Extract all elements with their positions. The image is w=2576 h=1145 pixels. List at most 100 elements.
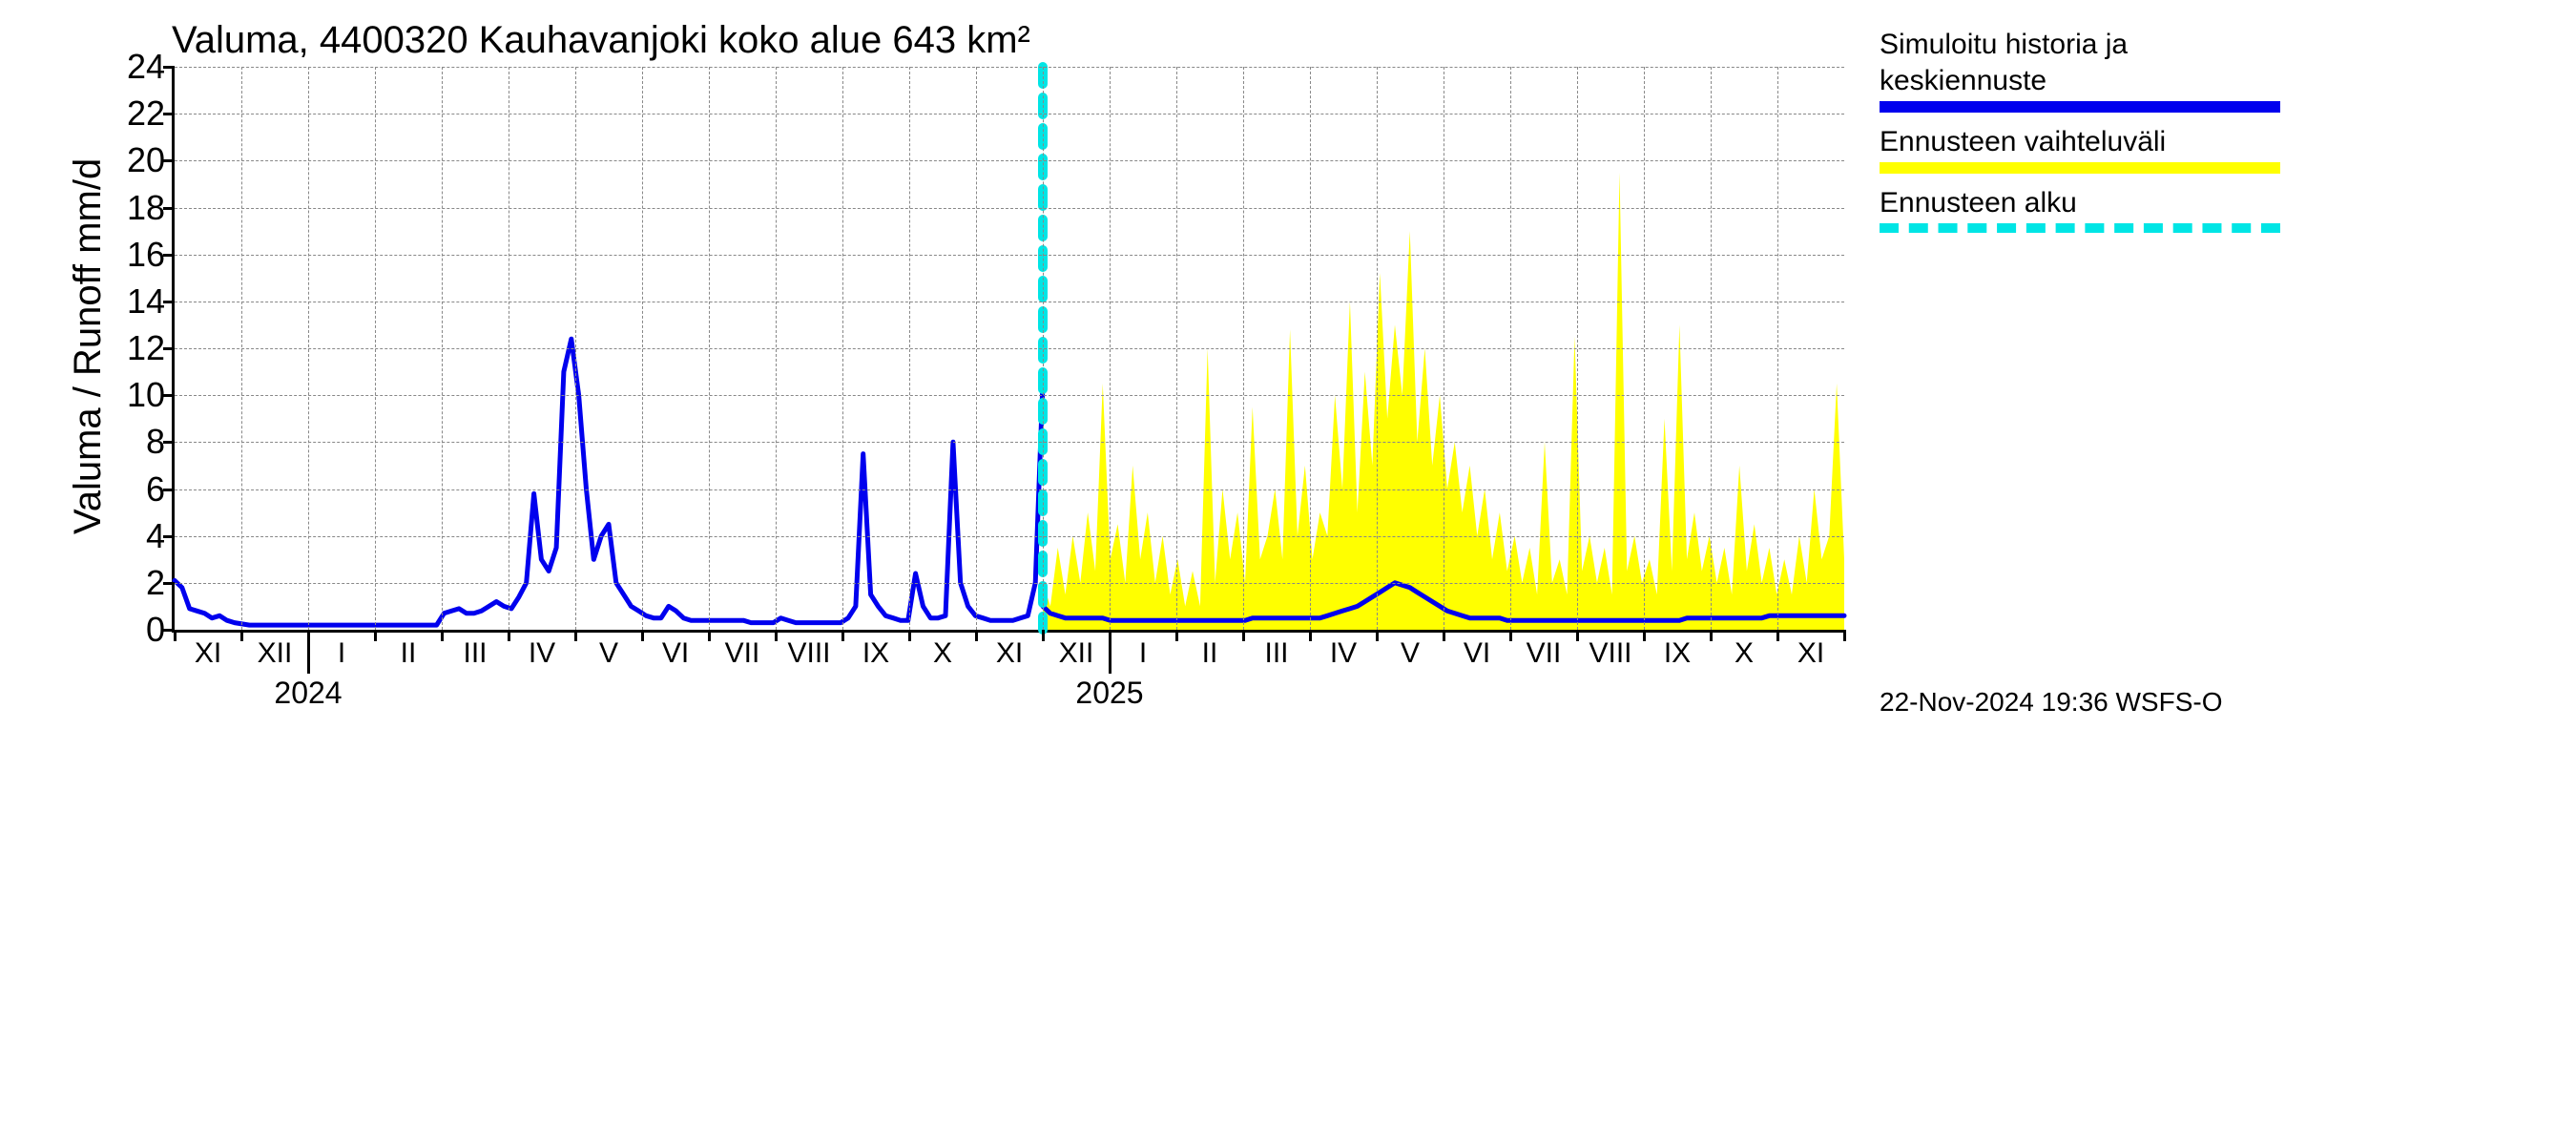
legend-swatch <box>1880 223 2280 233</box>
x-month-label: V <box>1401 637 1420 670</box>
gridline-vertical <box>1310 67 1311 630</box>
year-tick-mark <box>1109 630 1111 674</box>
y-tick-label: 10 <box>127 375 165 415</box>
x-month-label: III <box>1264 637 1288 670</box>
gridline-vertical <box>1377 67 1378 630</box>
gridline-vertical <box>375 67 376 630</box>
x-month-label: VI <box>1464 637 1490 670</box>
x-tick-mark <box>641 630 644 641</box>
legend-text: Simuloitu historia ja <box>1880 29 2280 61</box>
gridline-horizontal <box>175 255 1844 256</box>
x-month-label: VII <box>725 637 760 670</box>
y-tick-label: 6 <box>146 469 165 510</box>
gridline-vertical <box>842 67 843 630</box>
x-tick-mark <box>1710 630 1713 641</box>
x-tick-mark <box>508 630 510 641</box>
gridline-vertical <box>1043 67 1044 630</box>
x-tick-mark <box>908 630 911 641</box>
x-tick-mark <box>441 630 444 641</box>
x-tick-mark <box>975 630 978 641</box>
gridline-vertical <box>1644 67 1645 630</box>
x-month-label: I <box>1139 637 1147 670</box>
x-month-label: XII <box>1059 637 1094 670</box>
x-tick-mark <box>1643 630 1646 641</box>
x-month-label: I <box>338 637 345 670</box>
x-tick-mark <box>1309 630 1312 641</box>
page-root: Valuma, 4400320 Kauhavanjoki koko alue 6… <box>0 0 2576 1145</box>
gridline-vertical <box>1176 67 1177 630</box>
gridline-vertical <box>709 67 710 630</box>
x-tick-mark <box>374 630 377 641</box>
x-tick-mark <box>1443 630 1445 641</box>
x-tick-mark <box>240 630 243 641</box>
x-month-label: X <box>933 637 952 670</box>
gridline-vertical <box>1577 67 1578 630</box>
gridline-vertical <box>575 67 576 630</box>
x-month-label: VII <box>1527 637 1562 670</box>
x-month-label: IV <box>1330 637 1357 670</box>
x-month-label: VIII <box>787 637 830 670</box>
gridline-vertical <box>1777 67 1778 630</box>
x-tick-mark <box>1242 630 1245 641</box>
y-tick-label: 24 <box>127 47 165 87</box>
gridline-vertical <box>241 67 242 630</box>
x-month-label: XII <box>258 637 293 670</box>
x-month-label: II <box>1202 637 1218 670</box>
x-month-label: V <box>599 637 618 670</box>
chart-title: Valuma, 4400320 Kauhavanjoki koko alue 6… <box>172 19 1030 62</box>
x-tick-mark <box>1576 630 1579 641</box>
x-month-label: XI <box>1797 637 1824 670</box>
gridline-vertical <box>776 67 777 630</box>
x-tick-mark <box>1776 630 1779 641</box>
y-tick-label: 12 <box>127 328 165 368</box>
x-tick-mark <box>174 630 177 641</box>
x-tick-mark <box>1376 630 1379 641</box>
x-tick-mark <box>708 630 711 641</box>
x-tick-mark <box>574 630 577 641</box>
x-year-label: 2025 <box>1075 676 1143 711</box>
y-tick-label: 20 <box>127 140 165 180</box>
gridline-vertical <box>642 67 643 630</box>
x-month-label: X <box>1735 637 1754 670</box>
x-month-label: II <box>401 637 417 670</box>
legend-text: keskiennuste <box>1880 65 2280 97</box>
gridline-vertical <box>308 67 309 630</box>
x-month-label: VIII <box>1589 637 1631 670</box>
y-tick-label: 14 <box>127 281 165 322</box>
legend-text: Ennusteen vaihteluväli <box>1880 126 2280 158</box>
year-tick-mark <box>307 630 310 674</box>
gridline-vertical <box>1243 67 1244 630</box>
legend: Simuloitu historia ja keskiennuste Ennuste… <box>1880 29 2280 246</box>
x-month-label: VI <box>662 637 689 670</box>
x-tick-mark <box>1175 630 1178 641</box>
gridline-vertical <box>442 67 443 630</box>
x-tick-mark <box>1843 630 1846 641</box>
gridline-vertical <box>976 67 977 630</box>
gridline-horizontal <box>175 160 1844 161</box>
gridline-horizontal <box>175 395 1844 396</box>
x-tick-mark <box>775 630 778 641</box>
y-tick-label: 22 <box>127 94 165 134</box>
x-month-label: III <box>463 637 487 670</box>
x-month-label: IV <box>529 637 555 670</box>
gridline-horizontal <box>175 208 1844 209</box>
gridline-horizontal <box>175 489 1844 490</box>
y-tick-label: 2 <box>146 563 165 603</box>
y-tick-label: 16 <box>127 235 165 275</box>
y-tick-label: 18 <box>127 188 165 228</box>
gridline-vertical <box>1510 67 1511 630</box>
legend-swatch <box>1880 101 2280 113</box>
gridline-horizontal <box>175 348 1844 349</box>
x-month-label: XI <box>195 637 221 670</box>
gridline-horizontal <box>175 583 1844 584</box>
x-month-label: IX <box>862 637 889 670</box>
gridline-horizontal <box>175 536 1844 537</box>
x-month-label: XI <box>996 637 1023 670</box>
x-tick-mark <box>841 630 844 641</box>
gridline-horizontal <box>175 442 1844 443</box>
x-tick-mark <box>1509 630 1512 641</box>
legend-text: Ennusteen alku <box>1880 187 2280 219</box>
y-tick-label: 4 <box>146 516 165 556</box>
gridline-vertical <box>1711 67 1712 630</box>
gridline-horizontal <box>175 67 1844 68</box>
